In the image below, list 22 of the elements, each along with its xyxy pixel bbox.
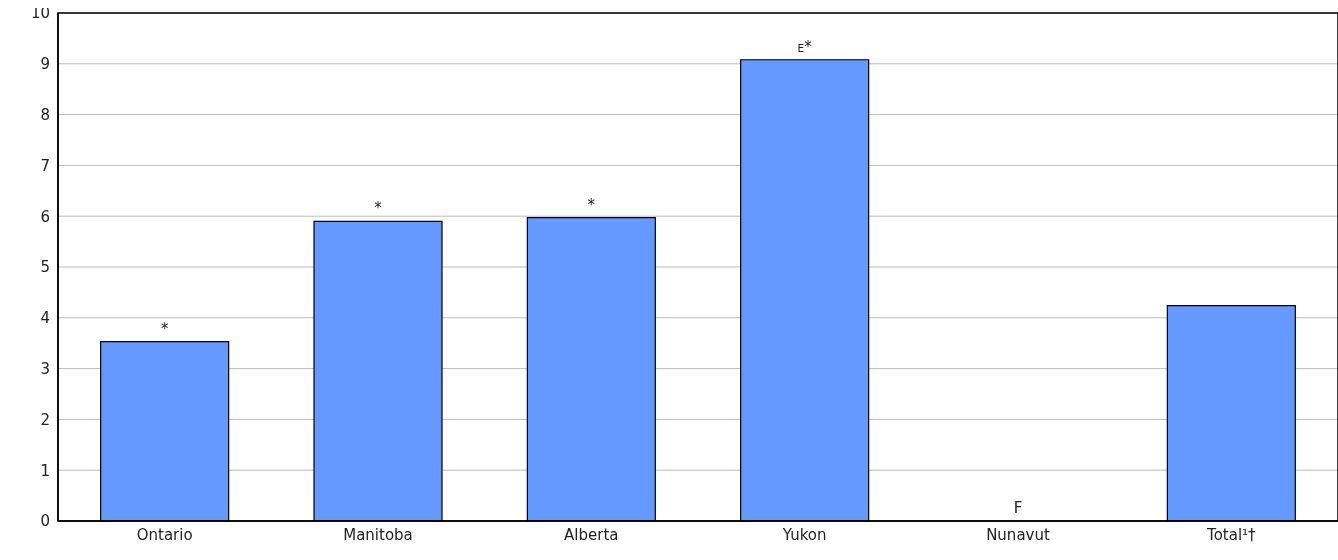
- y-tick-label: 5: [40, 258, 50, 277]
- y-tick-label: 6: [40, 207, 50, 226]
- x-tick-label: Ontario: [136, 525, 193, 544]
- data-label: E*: [797, 37, 813, 56]
- y-tick-label: 10: [30, 4, 50, 23]
- y-tick-label: 1: [40, 461, 50, 480]
- y-tick-label: 0: [40, 512, 50, 531]
- x-tick-label: Alberta: [564, 525, 619, 544]
- y-tick-label: 3: [40, 359, 50, 378]
- x-tick-label: Nunavut: [986, 525, 1050, 544]
- x-tick-label: Total¹†: [1206, 525, 1257, 544]
- data-label: *: [374, 199, 383, 218]
- data-label: *: [587, 195, 596, 214]
- x-tick-label: Yukon: [781, 525, 827, 544]
- text: F: [1013, 499, 1023, 517]
- y-tick-label: 9: [40, 55, 50, 74]
- data-label: *: [160, 319, 169, 338]
- x-tick-label: Manitoba: [343, 525, 413, 544]
- y-tick-label: 4: [40, 309, 50, 328]
- y-tick-label: 7: [40, 156, 50, 175]
- y-tick-label: 8: [40, 105, 50, 124]
- y-tick-label: 2: [40, 410, 50, 429]
